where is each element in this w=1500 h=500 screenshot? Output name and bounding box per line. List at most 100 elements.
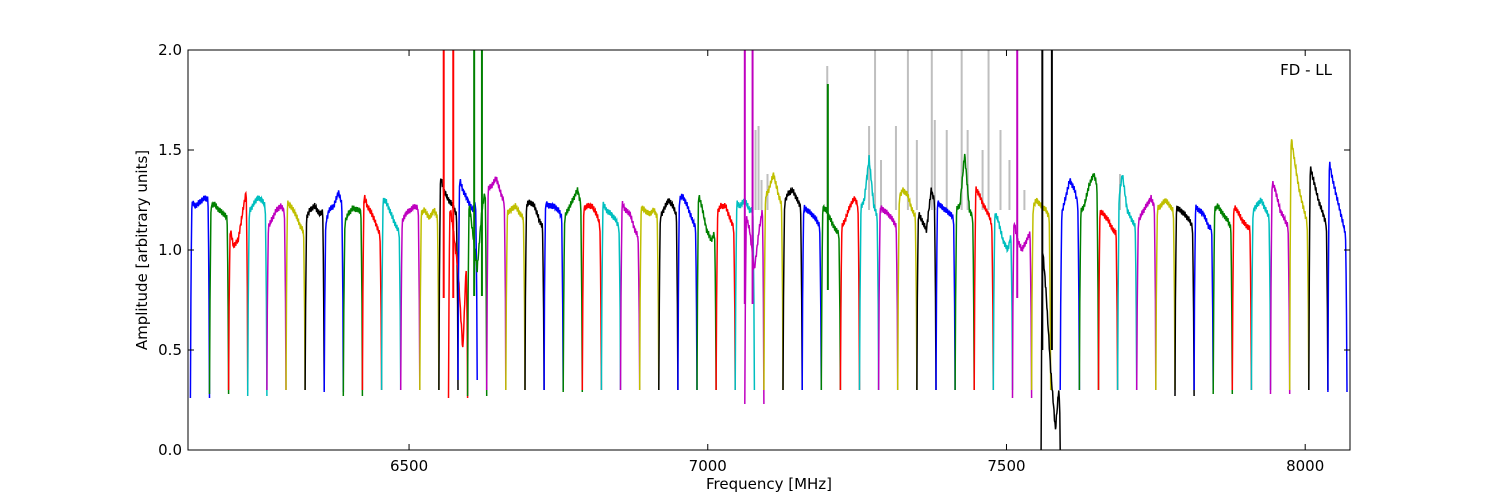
annotation-label: FD - LL bbox=[1280, 61, 1332, 79]
spw-series-0 bbox=[189, 195, 211, 399]
spw-line bbox=[438, 178, 459, 391]
spw-line bbox=[1288, 139, 1310, 391]
spw-line bbox=[1327, 161, 1348, 393]
spw-series-46 bbox=[1030, 197, 1052, 391]
y-tick-label: 1.5 bbox=[158, 141, 182, 159]
spw-series-43 bbox=[973, 186, 995, 391]
spw-series-49 bbox=[1078, 173, 1100, 391]
spw-line bbox=[285, 200, 306, 391]
spw-series-41 bbox=[935, 200, 956, 391]
spw-series-45 bbox=[1011, 50, 1033, 399]
spw-series-52 bbox=[1135, 194, 1157, 391]
spw-line bbox=[858, 155, 880, 391]
spw-line bbox=[1250, 197, 1272, 391]
spw-line bbox=[1231, 205, 1253, 391]
spw-series-55 bbox=[1193, 204, 1214, 391]
spw-line bbox=[696, 194, 717, 391]
spw-series-33 bbox=[782, 187, 803, 391]
spw-line bbox=[1059, 178, 1081, 391]
y-tick-label: 0.0 bbox=[158, 441, 182, 459]
spw-line bbox=[543, 201, 564, 391]
spw-line bbox=[380, 197, 402, 391]
spw-series-60 bbox=[1288, 139, 1310, 391]
spw-line bbox=[581, 202, 603, 391]
spw-series-35 bbox=[820, 84, 842, 391]
spw-series-2 bbox=[227, 190, 249, 391]
spw-line bbox=[896, 187, 918, 391]
spw-series-57 bbox=[1231, 205, 1253, 391]
spw-line bbox=[361, 194, 383, 391]
spw-line bbox=[1308, 166, 1329, 391]
spw-line bbox=[782, 187, 803, 391]
spw-series-5 bbox=[285, 200, 306, 391]
spw-line bbox=[715, 202, 736, 391]
spw-series-6 bbox=[304, 202, 325, 391]
spw-line bbox=[1116, 174, 1138, 391]
spw-series-18 bbox=[505, 203, 526, 391]
spw-series-42 bbox=[954, 153, 975, 391]
spw-line bbox=[1269, 181, 1291, 395]
y-tick-label: 0.5 bbox=[158, 341, 182, 359]
spw-series-48 bbox=[1059, 178, 1081, 391]
x-tick-label: 7500 bbox=[987, 457, 1025, 475]
spw-series-54 bbox=[1174, 205, 1195, 397]
spw-series-50 bbox=[1097, 209, 1119, 391]
spw-line bbox=[524, 199, 545, 391]
spw-series-4 bbox=[266, 203, 287, 391]
spw-series-29 bbox=[715, 202, 736, 391]
spw-series-21 bbox=[562, 187, 584, 393]
spw-series-51 bbox=[1116, 174, 1138, 391]
x-axis-label: Frequency [MHz] bbox=[706, 475, 832, 493]
spw-series-36 bbox=[839, 196, 861, 391]
spw-series-26 bbox=[658, 198, 679, 391]
spw-series-62 bbox=[1327, 161, 1348, 393]
spw-series-9 bbox=[361, 194, 383, 391]
spw-series-12 bbox=[419, 207, 440, 391]
spw-line bbox=[208, 201, 230, 395]
spw-line bbox=[744, 210, 765, 405]
spw-series-59 bbox=[1269, 181, 1291, 395]
spw-line bbox=[1174, 205, 1195, 397]
spw-series-47 bbox=[1040, 50, 1061, 451]
spw-series-20 bbox=[543, 201, 564, 391]
spw-line bbox=[189, 195, 211, 399]
spw-line bbox=[820, 203, 842, 391]
spw-line bbox=[1135, 194, 1157, 391]
spw-series-3 bbox=[246, 195, 268, 397]
spw-line bbox=[877, 205, 899, 391]
spw-series-25 bbox=[638, 205, 660, 391]
spw-line bbox=[600, 201, 622, 391]
spw-series-39 bbox=[896, 187, 918, 391]
series-layer bbox=[189, 50, 1348, 451]
spw-series-27 bbox=[677, 193, 698, 391]
spw-line bbox=[973, 186, 995, 391]
spw-line bbox=[638, 205, 660, 391]
spw-series-34 bbox=[801, 204, 823, 391]
spw-line bbox=[323, 190, 345, 393]
spw-line bbox=[763, 172, 784, 391]
spw-line bbox=[419, 207, 440, 391]
spw-series-56 bbox=[1212, 203, 1234, 395]
spw-series-40 bbox=[916, 187, 937, 391]
spw-line bbox=[1212, 203, 1234, 395]
spw-series-61 bbox=[1308, 166, 1329, 391]
spw-series-37 bbox=[858, 155, 880, 391]
spw-series-13 bbox=[438, 178, 459, 391]
y-axis-label: Amplitude [arbitrary units] bbox=[133, 150, 151, 350]
spw-series-1 bbox=[208, 201, 230, 395]
spw-line bbox=[1030, 197, 1052, 391]
spw-series-32 bbox=[763, 172, 784, 391]
spw-line bbox=[992, 213, 1014, 391]
spw-series-10 bbox=[380, 197, 402, 391]
spw-line bbox=[801, 204, 823, 391]
spw-line bbox=[246, 195, 268, 397]
spw-series-53 bbox=[1155, 198, 1176, 391]
spw-series-17 bbox=[485, 176, 507, 391]
spw-line bbox=[619, 201, 641, 391]
spw-line bbox=[485, 176, 507, 391]
spw-series-11 bbox=[399, 204, 421, 391]
spw-line bbox=[916, 187, 937, 391]
spw-series-23 bbox=[600, 201, 622, 391]
spw-line bbox=[1097, 209, 1119, 391]
spw-line bbox=[1040, 252, 1061, 451]
